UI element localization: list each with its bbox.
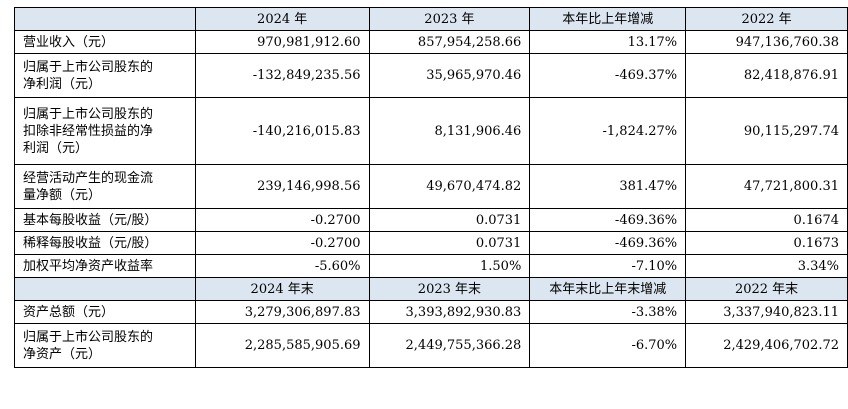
value-2022-end: 3,337,940,823.11	[685, 300, 848, 324]
value-2024-end: 3,279,306,897.83	[194, 300, 370, 324]
table-row: 经营活动产生的现金流 量净额（元） 239,146,998.56 49,670,…	[14, 164, 848, 209]
value-2023: 0.0731	[368, 231, 531, 255]
header-cell-2022: 2022 年	[685, 7, 848, 31]
value-change: -1,824.27%	[529, 97, 687, 165]
value-2024: 970,981,912.60	[194, 30, 370, 54]
row-label-line: 归属于上市公司股东的	[23, 59, 154, 75]
row-label-line: 量净额（元）	[23, 187, 102, 203]
value-2023: 0.0731	[368, 208, 531, 232]
row-label: 归属于上市公司股东的 扣除非经常性损益的净 利润（元）	[14, 97, 196, 165]
row-label: 稀释每股收益（元/股）	[14, 231, 196, 255]
value-2022: 47,721,800.31	[685, 164, 848, 209]
value-2022: 90,115,297.74	[685, 97, 848, 165]
row-label-line: 经营活动产生的现金流	[23, 170, 154, 186]
row-label: 加权平均净资产收益率	[14, 254, 196, 278]
value-2022: 0.1673	[685, 231, 848, 255]
table-row: 基本每股收益（元/股） -0.2700 0.0731 -469.36% 0.16…	[14, 208, 848, 232]
value-2024: -5.60%	[194, 254, 370, 278]
header-cell-2024: 2024 年	[194, 7, 370, 31]
value-change-end: -3.38%	[529, 300, 687, 324]
table-row: 归属于上市公司股东的 净资产（元） 2,285,585,905.69 2,449…	[14, 323, 848, 368]
header-cell-2023-end: 2023 年末	[368, 277, 531, 301]
row-label: 归属于上市公司股东的 净利润（元）	[14, 53, 196, 98]
value-change: -469.36%	[529, 208, 687, 232]
value-2022: 3.34%	[685, 254, 848, 278]
table-row: 营业收入（元） 970,981,912.60 857,954,258.66 13…	[14, 30, 848, 54]
value-2023-end: 3,393,892,930.83	[368, 300, 531, 324]
value-2024: -0.2700	[194, 231, 370, 255]
value-change-end: -6.70%	[529, 323, 687, 368]
table-row: 稀释每股收益（元/股） -0.2700 0.0731 -469.36% 0.16…	[14, 231, 848, 255]
header-cell-change-end: 本年末比上年末增减	[529, 277, 687, 301]
header-cell-2022-end: 2022 年末	[685, 277, 848, 301]
row-label-line: 净利润（元）	[23, 76, 102, 92]
row-label-line: 扣除非经常性损益的净	[23, 123, 154, 139]
row-label: 归属于上市公司股东的 净资产（元）	[14, 323, 196, 368]
table-row: 加权平均净资产收益率 -5.60% 1.50% -7.10% 3.34%	[14, 254, 848, 278]
value-change: -469.37%	[529, 53, 687, 98]
value-change: -469.36%	[529, 231, 687, 255]
row-label-line: 利润（元）	[23, 140, 89, 156]
value-2024-end: 2,285,585,905.69	[194, 323, 370, 368]
value-2022: 82,418,876.91	[685, 53, 848, 98]
value-2024: -140,216,015.83	[194, 97, 370, 165]
financial-summary: 2024 年 2023 年 本年比上年增减 2022 年 营业收入（元） 970…	[14, 7, 848, 368]
value-2023: 8,131,906.46	[368, 97, 531, 165]
header-cell-2023: 2023 年	[368, 7, 531, 31]
row-label-line: 归属于上市公司股东的	[23, 329, 154, 345]
value-2023: 35,965,970.46	[368, 53, 531, 98]
value-change: -7.10%	[529, 254, 687, 278]
value-2024: -132,849,235.56	[194, 53, 370, 98]
value-2023: 49,670,474.82	[368, 164, 531, 209]
row-label: 经营活动产生的现金流 量净额（元）	[14, 164, 196, 209]
row-label: 基本每股收益（元/股）	[14, 208, 196, 232]
row-label: 营业收入（元）	[14, 30, 196, 54]
header-cell-blank	[14, 7, 196, 31]
header-row-annual: 2024 年 2023 年 本年比上年增减 2022 年	[14, 7, 848, 31]
value-2022: 0.1674	[685, 208, 848, 232]
value-change: 13.17%	[529, 30, 687, 54]
value-2022: 947,136,760.38	[685, 30, 848, 54]
table-row: 资产总额（元） 3,279,306,897.83 3,393,892,930.8…	[14, 300, 848, 324]
header-cell-blank	[14, 277, 196, 301]
value-2024: -0.2700	[194, 208, 370, 232]
value-2024: 239,146,998.56	[194, 164, 370, 209]
table-row: 归属于上市公司股东的 扣除非经常性损益的净 利润（元） -140,216,015…	[14, 97, 848, 165]
row-label-line: 净资产（元）	[23, 346, 102, 362]
row-label-line: 归属于上市公司股东的	[23, 106, 154, 122]
value-2023: 857,954,258.66	[368, 30, 531, 54]
header-row-year-end: 2024 年末 2023 年末 本年末比上年末增减 2022 年末	[14, 277, 848, 301]
value-2023-end: 2,449,755,366.28	[368, 323, 531, 368]
value-change: 381.47%	[529, 164, 687, 209]
header-cell-2024-end: 2024 年末	[194, 277, 370, 301]
financial-table: 2024 年 2023 年 本年比上年增减 2022 年 营业收入（元） 970…	[14, 7, 848, 368]
value-2022-end: 2,429,406,702.72	[685, 323, 848, 368]
table-row: 归属于上市公司股东的 净利润（元） -132,849,235.56 35,965…	[14, 53, 848, 98]
row-label: 资产总额（元）	[14, 300, 196, 324]
value-2023: 1.50%	[368, 254, 531, 278]
header-cell-change: 本年比上年增减	[529, 7, 687, 31]
